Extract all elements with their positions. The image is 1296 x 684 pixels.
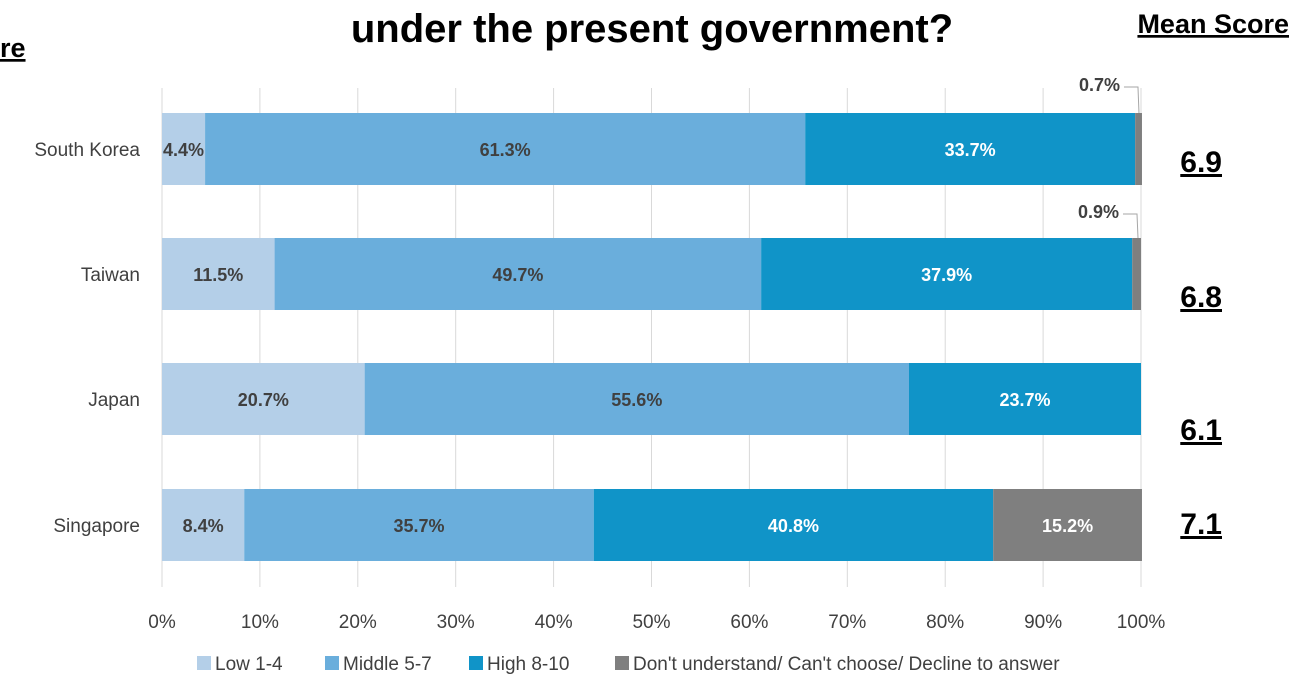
bar-segment [364,363,909,435]
bar-segment [162,489,245,561]
bar-segment [205,113,806,185]
bar-segment [593,489,994,561]
data-label: 61.3% [480,140,531,160]
category-labels: South Korea Taiwan Japan Singapore [34,140,140,537]
data-label: 37.9% [921,265,972,285]
bars: 4.4% 61.3% 33.7% 0.7% 11.5% 49.7% 37.9% 0.9% 20.… [162,75,1142,561]
data-label: 33.7% [945,140,996,160]
data-label: 20.7% [238,390,289,410]
x-tick-label: 0% [148,612,176,633]
x-tick-label: 60% [730,612,768,633]
data-label: 40.8% [768,516,819,536]
leader-line [1123,213,1139,239]
legend-swatch [615,656,629,670]
mean-score: 6.9 [1180,146,1222,179]
mean-score: 6.1 [1180,414,1222,447]
legend-label: High 8-10 [487,654,569,675]
x-tick-label: 40% [535,612,573,633]
bar-segment [162,113,206,185]
side-header-left: re [0,33,26,63]
x-tick-label: 80% [926,612,964,633]
category-label: Japan [88,390,140,411]
x-tick-label: 10% [241,612,279,633]
x-tick-labels: 0% 10% 20% 30% 40% 50% 60% 70% 80% 90% 100% [148,612,1165,633]
legend-swatch [325,656,339,670]
legend-label: Low 1-4 [215,654,283,675]
x-tick-label: 70% [828,612,866,633]
x-tick-label: 100% [1117,612,1166,633]
legend-label: Don't understand/ Can't choose/ Decline … [633,654,1060,675]
data-label: 49.7% [492,265,543,285]
legend-swatch [469,656,483,670]
data-label: 35.7% [393,516,444,536]
data-label: 8.4% [183,516,224,536]
data-label: 23.7% [999,390,1050,410]
x-tick-label: 20% [339,612,377,633]
bar-segment [162,363,365,435]
bar-segment [761,238,1133,310]
data-label: 0.7% [1079,75,1120,95]
category-label: Taiwan [81,265,140,286]
x-tick-label: 30% [437,612,475,633]
legend: Low 1-4 Middle 5-7 High 8-10 Don't understa… [197,654,1060,675]
mean-score: 6.8 [1180,281,1222,314]
data-label: 0.9% [1078,202,1119,222]
mean-score-header: Mean Score [1137,9,1289,39]
bar-segment [1132,238,1141,310]
x-tick-label: 50% [632,612,670,633]
bar-segment [805,113,1136,185]
bar-segment [993,489,1142,561]
data-label: 55.6% [611,390,662,410]
bar-segment [908,363,1141,435]
bar-segment [274,238,762,310]
chart-title: under the present government? [351,7,953,51]
bar-segment [162,238,275,310]
leader-line [1123,86,1140,114]
data-label: 15.2% [1042,516,1093,536]
mean-score: 7.1 [1180,508,1222,541]
bar-segment [244,489,594,561]
category-label: South Korea [34,140,140,161]
data-label: 4.4% [163,140,204,160]
data-label: 11.5% [193,265,243,285]
legend-swatch [197,656,211,670]
x-tick-label: 90% [1024,612,1062,633]
category-label: Singapore [53,516,140,537]
bar-segment [1135,113,1142,185]
legend-label: Middle 5-7 [343,654,432,675]
mean-scores: 6.9 6.8 6.1 7.1 [1180,146,1222,541]
